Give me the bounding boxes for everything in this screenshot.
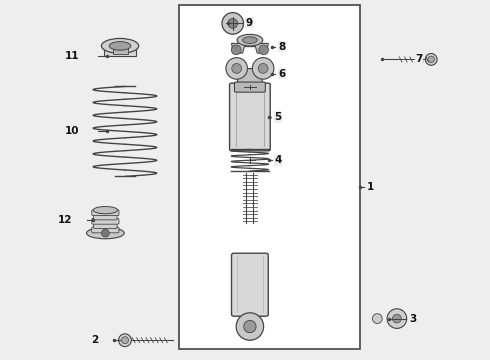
Ellipse shape [425, 54, 437, 65]
Polygon shape [232, 43, 269, 53]
Ellipse shape [232, 63, 242, 73]
FancyBboxPatch shape [94, 223, 117, 229]
Ellipse shape [228, 19, 238, 28]
FancyBboxPatch shape [113, 46, 127, 54]
FancyBboxPatch shape [104, 46, 136, 56]
Ellipse shape [101, 39, 139, 53]
FancyBboxPatch shape [92, 227, 119, 233]
Ellipse shape [259, 45, 269, 55]
Text: 6: 6 [278, 69, 286, 79]
Ellipse shape [93, 207, 118, 214]
Ellipse shape [387, 309, 407, 328]
Ellipse shape [243, 37, 257, 44]
Text: 9: 9 [246, 18, 253, 28]
Ellipse shape [226, 58, 247, 79]
Ellipse shape [109, 42, 131, 50]
Ellipse shape [372, 314, 382, 324]
Ellipse shape [428, 56, 435, 63]
Ellipse shape [122, 337, 128, 344]
Ellipse shape [237, 34, 263, 46]
Ellipse shape [236, 313, 264, 340]
Ellipse shape [258, 63, 268, 73]
Text: 10: 10 [65, 126, 79, 136]
FancyBboxPatch shape [94, 214, 117, 220]
Text: 5: 5 [274, 112, 282, 122]
FancyBboxPatch shape [229, 83, 270, 151]
Ellipse shape [231, 45, 241, 55]
Ellipse shape [87, 228, 124, 239]
Ellipse shape [244, 320, 256, 333]
FancyBboxPatch shape [234, 82, 266, 92]
Text: 4: 4 [274, 155, 282, 165]
Bar [179, 5, 360, 349]
Text: 11: 11 [65, 51, 79, 61]
Text: 8: 8 [278, 42, 286, 52]
Text: 7: 7 [416, 54, 423, 64]
FancyBboxPatch shape [238, 68, 262, 83]
Ellipse shape [392, 314, 401, 323]
Ellipse shape [252, 58, 274, 79]
Ellipse shape [222, 13, 244, 34]
FancyBboxPatch shape [92, 219, 119, 224]
Text: 2: 2 [91, 335, 98, 345]
Text: 3: 3 [410, 314, 417, 324]
Text: 12: 12 [58, 215, 73, 225]
FancyBboxPatch shape [232, 253, 269, 316]
FancyBboxPatch shape [92, 210, 119, 216]
Ellipse shape [119, 334, 131, 347]
Text: 1: 1 [367, 182, 374, 192]
Ellipse shape [101, 229, 109, 237]
